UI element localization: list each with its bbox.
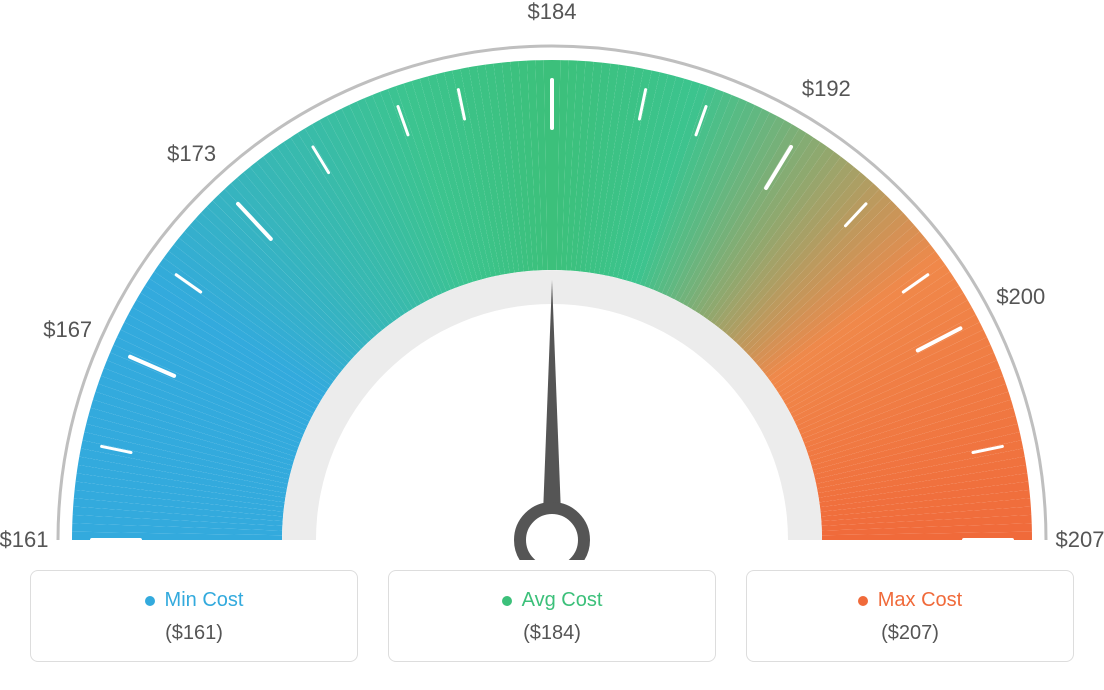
legend-value-max: ($207) xyxy=(757,622,1063,645)
legend-card-max: Max Cost ($207) xyxy=(746,570,1074,662)
legend-value-min: ($161) xyxy=(41,622,347,645)
gauge-tick-label: $207 xyxy=(1056,527,1104,553)
gauge-tick-label: $161 xyxy=(0,527,48,553)
gauge-tick-label: $200 xyxy=(996,284,1045,310)
legend-title-min: Min Cost xyxy=(145,589,244,612)
legend-title-text-max: Max Cost xyxy=(878,589,962,612)
legend-title-text-avg: Avg Cost xyxy=(522,589,603,612)
legend-dot-avg xyxy=(502,596,512,606)
legend-title-avg: Avg Cost xyxy=(502,589,603,612)
legend-title-max: Max Cost xyxy=(858,589,962,612)
gauge-tick-label: $173 xyxy=(167,141,216,167)
gauge-tick-label: $192 xyxy=(802,76,851,102)
legend-card-avg: Avg Cost ($184) xyxy=(388,570,716,662)
legend-dot-min xyxy=(145,596,155,606)
gauge-svg xyxy=(0,0,1104,560)
legend-value-avg: ($184) xyxy=(399,622,705,645)
gauge-tick-label: $167 xyxy=(43,317,92,343)
gauge-tick-label: $184 xyxy=(528,0,577,25)
gauge-chart: $161 $167 $173 $184 $192 $200 $207 xyxy=(0,0,1104,560)
legend-card-min: Min Cost ($161) xyxy=(30,570,358,662)
legend-title-text-min: Min Cost xyxy=(165,589,244,612)
legend-row: Min Cost ($161) Avg Cost ($184) Max Cost… xyxy=(0,570,1104,662)
legend-dot-max xyxy=(858,596,868,606)
